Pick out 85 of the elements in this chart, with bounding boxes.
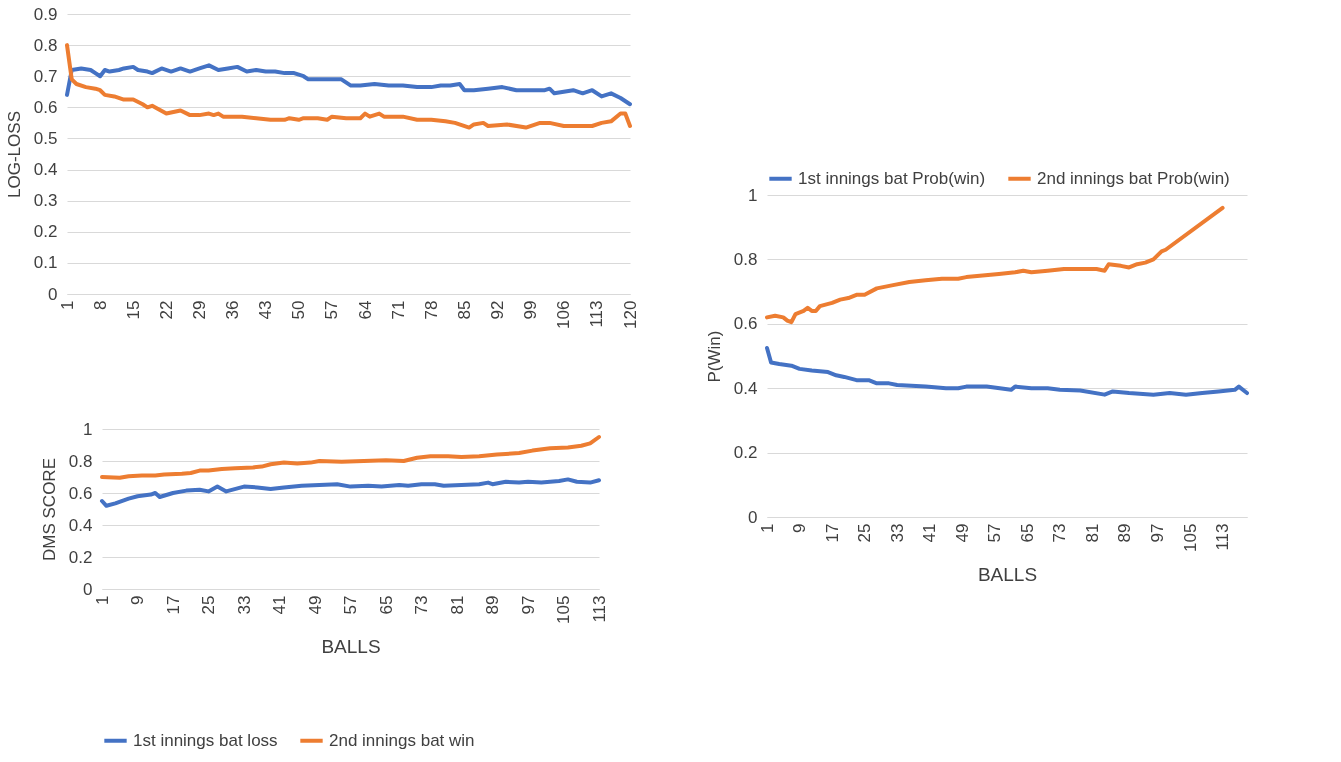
x-tick-label: 57 (341, 595, 360, 615)
x-tick-label: 25 (199, 595, 218, 615)
y-tick-label: 0.8 (68, 451, 93, 471)
x-tick-label: 8 (90, 300, 110, 310)
y-tick-label: 0 (748, 507, 758, 527)
y-tick-label: 0.2 (733, 443, 758, 463)
y-tick-label: 0.3 (33, 191, 58, 211)
x-tick-label: 1 (57, 300, 77, 310)
x-axis-title: BALLS (321, 635, 381, 657)
x-tick-label: 22 (156, 300, 176, 320)
y-tick-label: 0.4 (33, 160, 58, 180)
y-tick-label: 1 (83, 419, 93, 439)
x-tick-label: 81 (1082, 523, 1102, 543)
x-tick-label: 89 (483, 595, 502, 615)
x-tick-label: 41 (920, 523, 940, 543)
x-tick-label: 65 (376, 595, 396, 615)
x-tick-label: 73 (1050, 523, 1070, 543)
x-tick-label: 36 (223, 300, 243, 320)
x-tick-label: 105 (554, 595, 573, 624)
x-tick-label: 120 (620, 300, 640, 329)
y-tick-label: 1 (748, 185, 758, 205)
y-tick-label: 0.8 (733, 249, 758, 269)
x-tick-label: 15 (123, 300, 143, 320)
line-series (765, 205, 1225, 325)
x-tick-label: 49 (305, 595, 325, 615)
x-tick-label: 89 (1115, 523, 1135, 543)
x-tick-label: 92 (488, 300, 508, 320)
x-tick-label: 17 (163, 595, 183, 615)
x-tick-label: 1 (92, 595, 112, 605)
x-tick-label: 71 (388, 300, 408, 320)
x-tick-label: 9 (128, 595, 147, 605)
y-tick-label: 0.1 (33, 253, 58, 273)
x-tick-label: 105 (1180, 523, 1200, 552)
x-tick-label: 33 (234, 595, 254, 615)
line-series (65, 63, 632, 107)
x-tick-label: 57 (985, 523, 1005, 543)
line-series (100, 435, 601, 480)
legend-label: 2nd innings bat win (329, 730, 475, 750)
x-tick-label: 64 (355, 300, 375, 320)
x-tick-label: 113 (587, 300, 607, 328)
x-tick-label: 81 (447, 595, 467, 615)
y-tick-label: 0.2 (33, 222, 58, 242)
y-tick-label: 0.9 (33, 4, 58, 24)
line-series (65, 43, 632, 130)
x-tick-label: 97 (518, 595, 538, 615)
y-tick-label: 0.7 (33, 66, 58, 86)
line-series (100, 477, 601, 508)
y-tick-label: 0 (83, 579, 93, 599)
x-tick-label: 49 (952, 523, 972, 543)
x-tick-label: 78 (421, 300, 441, 320)
x-tick-label: 9 (790, 523, 810, 533)
x-tick-label: 85 (454, 300, 474, 320)
x-tick-label: 41 (270, 595, 289, 615)
x-tick-label: 106 (554, 300, 574, 329)
x-tick-label: 113 (1213, 523, 1233, 551)
x-tick-label: 43 (256, 300, 276, 320)
y-axis-title: P(Win) (704, 330, 724, 383)
x-tick-label: 65 (1017, 523, 1037, 543)
y-tick-label: 0.6 (68, 483, 93, 503)
legend-label: 1st innings bat loss (133, 730, 278, 750)
x-tick-label: 17 (822, 523, 842, 543)
legend-label: 1st innings bat Prob(win) (798, 168, 986, 188)
x-tick-label: 73 (412, 595, 431, 615)
line-series (765, 345, 1249, 397)
y-axis-title: LOG-LOSS (4, 111, 24, 198)
y-axis-title: DMS SCORE (39, 458, 59, 561)
y-tick-label: 0.8 (33, 35, 58, 55)
x-tick-label: 97 (1148, 523, 1168, 543)
y-tick-label: 0.6 (33, 97, 58, 117)
x-tick-label: 113 (589, 595, 609, 623)
x-tick-label: 1 (757, 523, 777, 533)
y-tick-label: 0.6 (733, 314, 758, 334)
x-tick-label: 29 (189, 300, 209, 320)
x-tick-label: 33 (887, 523, 907, 543)
x-tick-label: 57 (322, 300, 342, 320)
x-tick-label: 99 (521, 300, 541, 320)
legend-label: 2nd innings bat Prob(win) (1037, 168, 1230, 188)
y-tick-label: 0 (48, 284, 58, 304)
x-tick-label: 50 (289, 300, 309, 320)
x-axis-title: BALLS (977, 563, 1038, 585)
y-tick-label: 0.4 (733, 378, 758, 398)
y-tick-label: 0.4 (68, 515, 93, 535)
y-tick-label: 0.2 (68, 547, 93, 567)
y-tick-label: 0.5 (33, 128, 58, 148)
x-tick-label: 25 (855, 523, 875, 543)
